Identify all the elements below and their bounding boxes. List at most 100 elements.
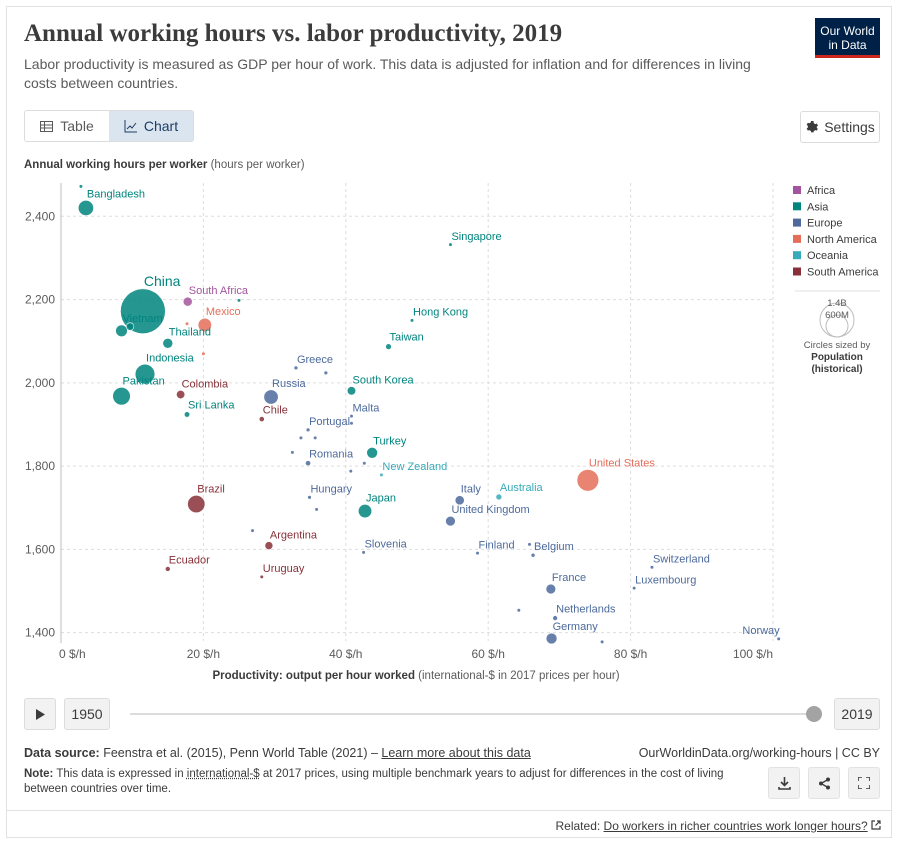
data-point[interactable] [305,427,311,433]
grid [60,183,774,643]
owid-logo[interactable]: Our World in Data [815,18,880,58]
timeline-end-year[interactable]: 2019 [834,698,880,730]
size-legend-small: 600M [825,310,849,321]
data-point[interactable] [545,632,558,645]
data-point[interactable] [307,495,312,500]
share-button[interactable] [808,767,840,799]
data-point[interactable] [600,639,605,644]
data-point[interactable] [313,435,318,440]
data-point[interactable] [259,574,264,579]
data-point[interactable] [184,321,190,326]
data-point[interactable] [552,615,558,621]
data-point[interactable] [298,435,304,440]
timeline-start-year[interactable]: 1950 [64,698,110,730]
timeline-handle[interactable] [806,706,822,722]
data-point[interactable] [545,583,557,595]
data-point[interactable] [201,351,206,356]
data-point[interactable] [314,507,319,512]
data-point[interactable] [495,493,503,501]
y-axis-label-unit: (hours per worker) [211,159,305,171]
point-label: Switzerland [653,554,710,566]
legend-item[interactable]: Europe [807,218,842,230]
data-point[interactable] [530,552,536,558]
legend-item[interactable]: Asia [807,201,829,213]
legend-swatch [793,186,801,194]
data-point[interactable] [125,322,135,331]
data-point[interactable] [348,469,353,474]
data-point[interactable] [162,337,174,349]
data-point[interactable] [379,472,384,477]
fullscreen-button[interactable] [848,767,880,799]
data-point[interactable] [112,387,131,406]
data-point[interactable] [134,363,156,385]
data-point[interactable] [323,370,329,376]
x-tick-label: 80 $/h [614,647,647,661]
play-button[interactable] [24,698,56,730]
data-point[interactable] [176,389,186,400]
timeline-track[interactable] [130,713,814,715]
legend-item[interactable]: Oceania [807,250,849,262]
data-point[interactable] [776,636,781,642]
data-point[interactable] [349,421,354,426]
settings-button[interactable]: Settings [800,111,880,143]
x-tick-label: 20 $/h [187,647,220,661]
data-point[interactable] [187,494,206,514]
chart-url[interactable]: OurWorldinData.org/working-hours | CC BY [638,746,880,760]
international-dollar-link[interactable]: international-$ [186,768,260,780]
point-label: Vietnam [123,313,163,325]
data-point[interactable] [576,469,600,492]
data-point[interactable] [293,365,299,371]
point-label: Slovenia [365,539,408,551]
data-point[interactable] [454,495,465,506]
data-point[interactable] [527,542,532,547]
size-legend-caption-2: Population [811,352,863,363]
legend-item[interactable]: North America [807,234,878,246]
data-point[interactable] [475,551,480,556]
x-axis-label: Productivity: output per hour worked (in… [212,670,619,682]
data-point[interactable] [349,414,354,419]
data-point[interactable] [290,450,295,455]
data-point[interactable] [346,386,357,396]
chart-icon [124,119,137,132]
data-point[interactable] [115,324,128,337]
point-label: Thailand [169,326,211,338]
size-legend-caption-3: (historical) [811,364,862,375]
data-point[interactable] [409,318,415,323]
data-point[interactable] [236,298,242,303]
data-point[interactable] [78,184,84,189]
legend-swatch [793,218,801,227]
size-legend-small-circle [825,314,849,338]
data-point[interactable] [632,586,637,591]
data-point[interactable] [305,460,312,467]
data-point[interactable] [120,288,166,334]
data-point[interactable] [357,504,373,519]
data-point[interactable] [258,416,265,422]
learn-more-link[interactable]: Learn more about this data [381,746,531,760]
data-point[interactable] [77,200,94,216]
size-legend: 1.4B 600M Circles sized by Population (h… [795,290,880,375]
point-label: Greece [297,354,333,366]
data-point[interactable] [197,317,212,333]
data-point[interactable] [165,566,171,572]
data-point[interactable] [516,608,521,613]
data-point[interactable] [445,515,456,527]
data-point[interactable] [385,343,392,350]
data-point[interactable] [361,550,366,555]
legend-item[interactable]: Africa [807,185,836,197]
data-point[interactable] [263,389,279,405]
tab-table-label: Table [60,118,94,134]
data-point[interactable] [250,528,255,533]
data-point[interactable] [264,541,274,550]
related-link[interactable]: Do workers in richer countries work long… [603,819,868,833]
data-point[interactable] [183,411,191,418]
data-point[interactable] [362,461,367,466]
tab-chart[interactable]: Chart [109,111,193,141]
data-point[interactable] [366,447,378,459]
download-button[interactable] [768,767,800,799]
data-point[interactable] [649,565,655,570]
point-label: United Kingdom [451,504,529,516]
tab-table[interactable]: Table [25,111,109,141]
data-point[interactable] [448,242,453,247]
legend-item[interactable]: South America [807,267,879,279]
data-point[interactable] [182,296,193,307]
